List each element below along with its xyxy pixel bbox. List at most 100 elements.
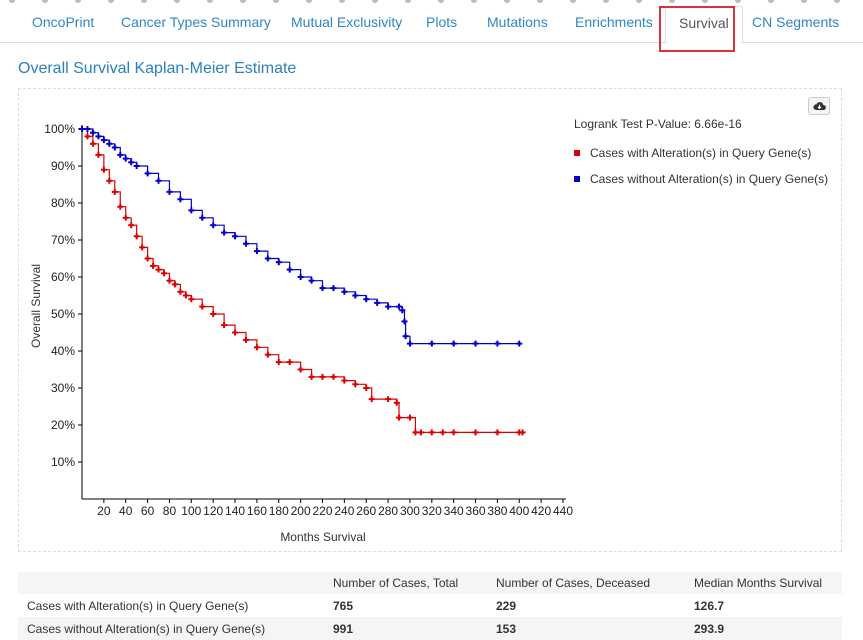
censor-mark[interactable] [160, 270, 167, 277]
censor-mark[interactable] [144, 170, 151, 177]
censor-mark[interactable] [133, 163, 140, 169]
censor-mark[interactable] [406, 340, 413, 347]
censor-mark[interactable] [232, 233, 239, 240]
censor-mark[interactable] [341, 377, 348, 384]
censor-mark[interactable] [297, 366, 304, 373]
censor-mark[interactable] [374, 299, 381, 306]
censor-mark[interactable] [297, 274, 304, 280]
censor-mark[interactable] [253, 344, 260, 351]
censor-mark[interactable] [308, 373, 315, 380]
tab-plots[interactable]: Plots [426, 14, 458, 30]
censor-mark[interactable] [133, 233, 140, 240]
censor-mark[interactable] [264, 351, 271, 358]
censor-mark[interactable] [402, 333, 409, 340]
censor-mark[interactable] [177, 196, 184, 203]
censor-mark[interactable] [100, 166, 107, 173]
censor-mark[interactable] [79, 126, 85, 132]
censor-mark[interactable] [275, 359, 282, 366]
censor-mark[interactable] [417, 429, 424, 436]
censor-mark[interactable] [393, 399, 400, 406]
censor-mark[interactable] [450, 429, 457, 436]
tab-cancer-types-summary[interactable]: Cancer Types Summary [121, 14, 271, 30]
censor-mark[interactable] [264, 255, 271, 262]
censor-mark[interactable] [84, 126, 91, 132]
censor-mark[interactable] [385, 396, 392, 403]
censor-mark[interactable] [89, 140, 96, 147]
censor-mark[interactable] [439, 429, 446, 436]
censor-mark[interactable] [128, 222, 135, 229]
censor-mark[interactable] [155, 177, 162, 184]
tab-mutations[interactable]: Mutations [487, 14, 548, 30]
censor-mark[interactable] [286, 359, 293, 366]
censor-mark[interactable] [516, 340, 523, 347]
censor-mark[interactable] [144, 255, 151, 262]
tab-oncoprint[interactable]: OncoPrint [32, 14, 95, 30]
tab-enrichments[interactable]: Enrichments [575, 14, 653, 30]
censor-mark[interactable] [199, 303, 206, 310]
censor-mark[interactable] [95, 133, 102, 140]
censor-mark[interactable] [363, 296, 370, 303]
censor-mark[interactable] [330, 373, 337, 380]
censor-mark[interactable] [221, 322, 228, 329]
censor-mark[interactable] [166, 188, 173, 195]
censor-mark[interactable] [100, 137, 107, 144]
tab-cn-segments[interactable]: CN Segments [752, 14, 840, 30]
censor-mark[interactable] [188, 207, 195, 214]
censor-mark[interactable] [341, 288, 348, 295]
censor-mark[interactable] [122, 155, 129, 162]
censor-mark[interactable] [385, 303, 392, 310]
censor-mark[interactable] [122, 214, 129, 221]
censor-mark[interactable] [494, 340, 501, 347]
censor-mark[interactable] [171, 281, 178, 288]
censor-mark[interactable] [199, 214, 206, 221]
censor-mark[interactable] [406, 414, 413, 421]
tab-mutual-exclusivity[interactable]: Mutual Exclusivity [291, 14, 403, 30]
censor-mark[interactable] [242, 336, 249, 343]
censor-mark[interactable] [319, 373, 326, 380]
censor-mark[interactable] [368, 396, 375, 403]
censor-mark[interactable] [111, 144, 118, 151]
censor-mark[interactable] [286, 266, 293, 273]
censor-mark[interactable] [428, 340, 435, 347]
censor-mark[interactable] [232, 329, 239, 336]
censor-mark[interactable] [401, 318, 408, 325]
censor-mark[interactable] [319, 285, 326, 292]
censor-mark[interactable] [210, 222, 217, 229]
censor-mark[interactable] [399, 307, 406, 314]
censor-mark[interactable] [139, 244, 146, 251]
censor-mark[interactable] [95, 151, 102, 158]
censor-mark[interactable] [472, 340, 479, 347]
censor-mark[interactable] [177, 288, 184, 295]
censor-mark[interactable] [519, 429, 526, 436]
censor-mark[interactable] [117, 203, 124, 210]
censor-mark[interactable] [352, 292, 359, 299]
censor-mark[interactable] [450, 340, 457, 347]
censor-mark[interactable] [428, 429, 435, 436]
censor-mark[interactable] [89, 129, 96, 136]
censor-mark[interactable] [363, 385, 370, 391]
censor-mark[interactable] [182, 292, 189, 299]
censor-mark[interactable] [253, 248, 260, 255]
censor-mark[interactable] [84, 133, 91, 140]
censor-mark[interactable] [106, 177, 113, 184]
censor-mark[interactable] [275, 259, 282, 266]
censor-mark[interactable] [242, 240, 249, 247]
censor-mark[interactable] [188, 296, 195, 303]
censor-mark[interactable] [396, 303, 403, 310]
censor-mark[interactable] [352, 381, 359, 388]
censor-mark[interactable] [210, 311, 217, 317]
censor-mark[interactable] [494, 429, 501, 436]
censor-mark[interactable] [396, 414, 403, 421]
censor-mark[interactable] [166, 277, 173, 284]
censor-mark[interactable] [128, 159, 135, 166]
censor-mark[interactable] [308, 277, 315, 284]
censor-mark[interactable] [106, 140, 113, 147]
censor-mark[interactable] [117, 151, 124, 158]
tab-survival[interactable]: Survival [665, 6, 743, 44]
censor-mark[interactable] [472, 429, 479, 436]
censor-mark[interactable] [330, 285, 337, 292]
censor-mark[interactable] [111, 188, 118, 195]
censor-mark[interactable] [150, 262, 157, 269]
censor-mark[interactable] [155, 266, 162, 273]
censor-mark[interactable] [221, 229, 228, 236]
